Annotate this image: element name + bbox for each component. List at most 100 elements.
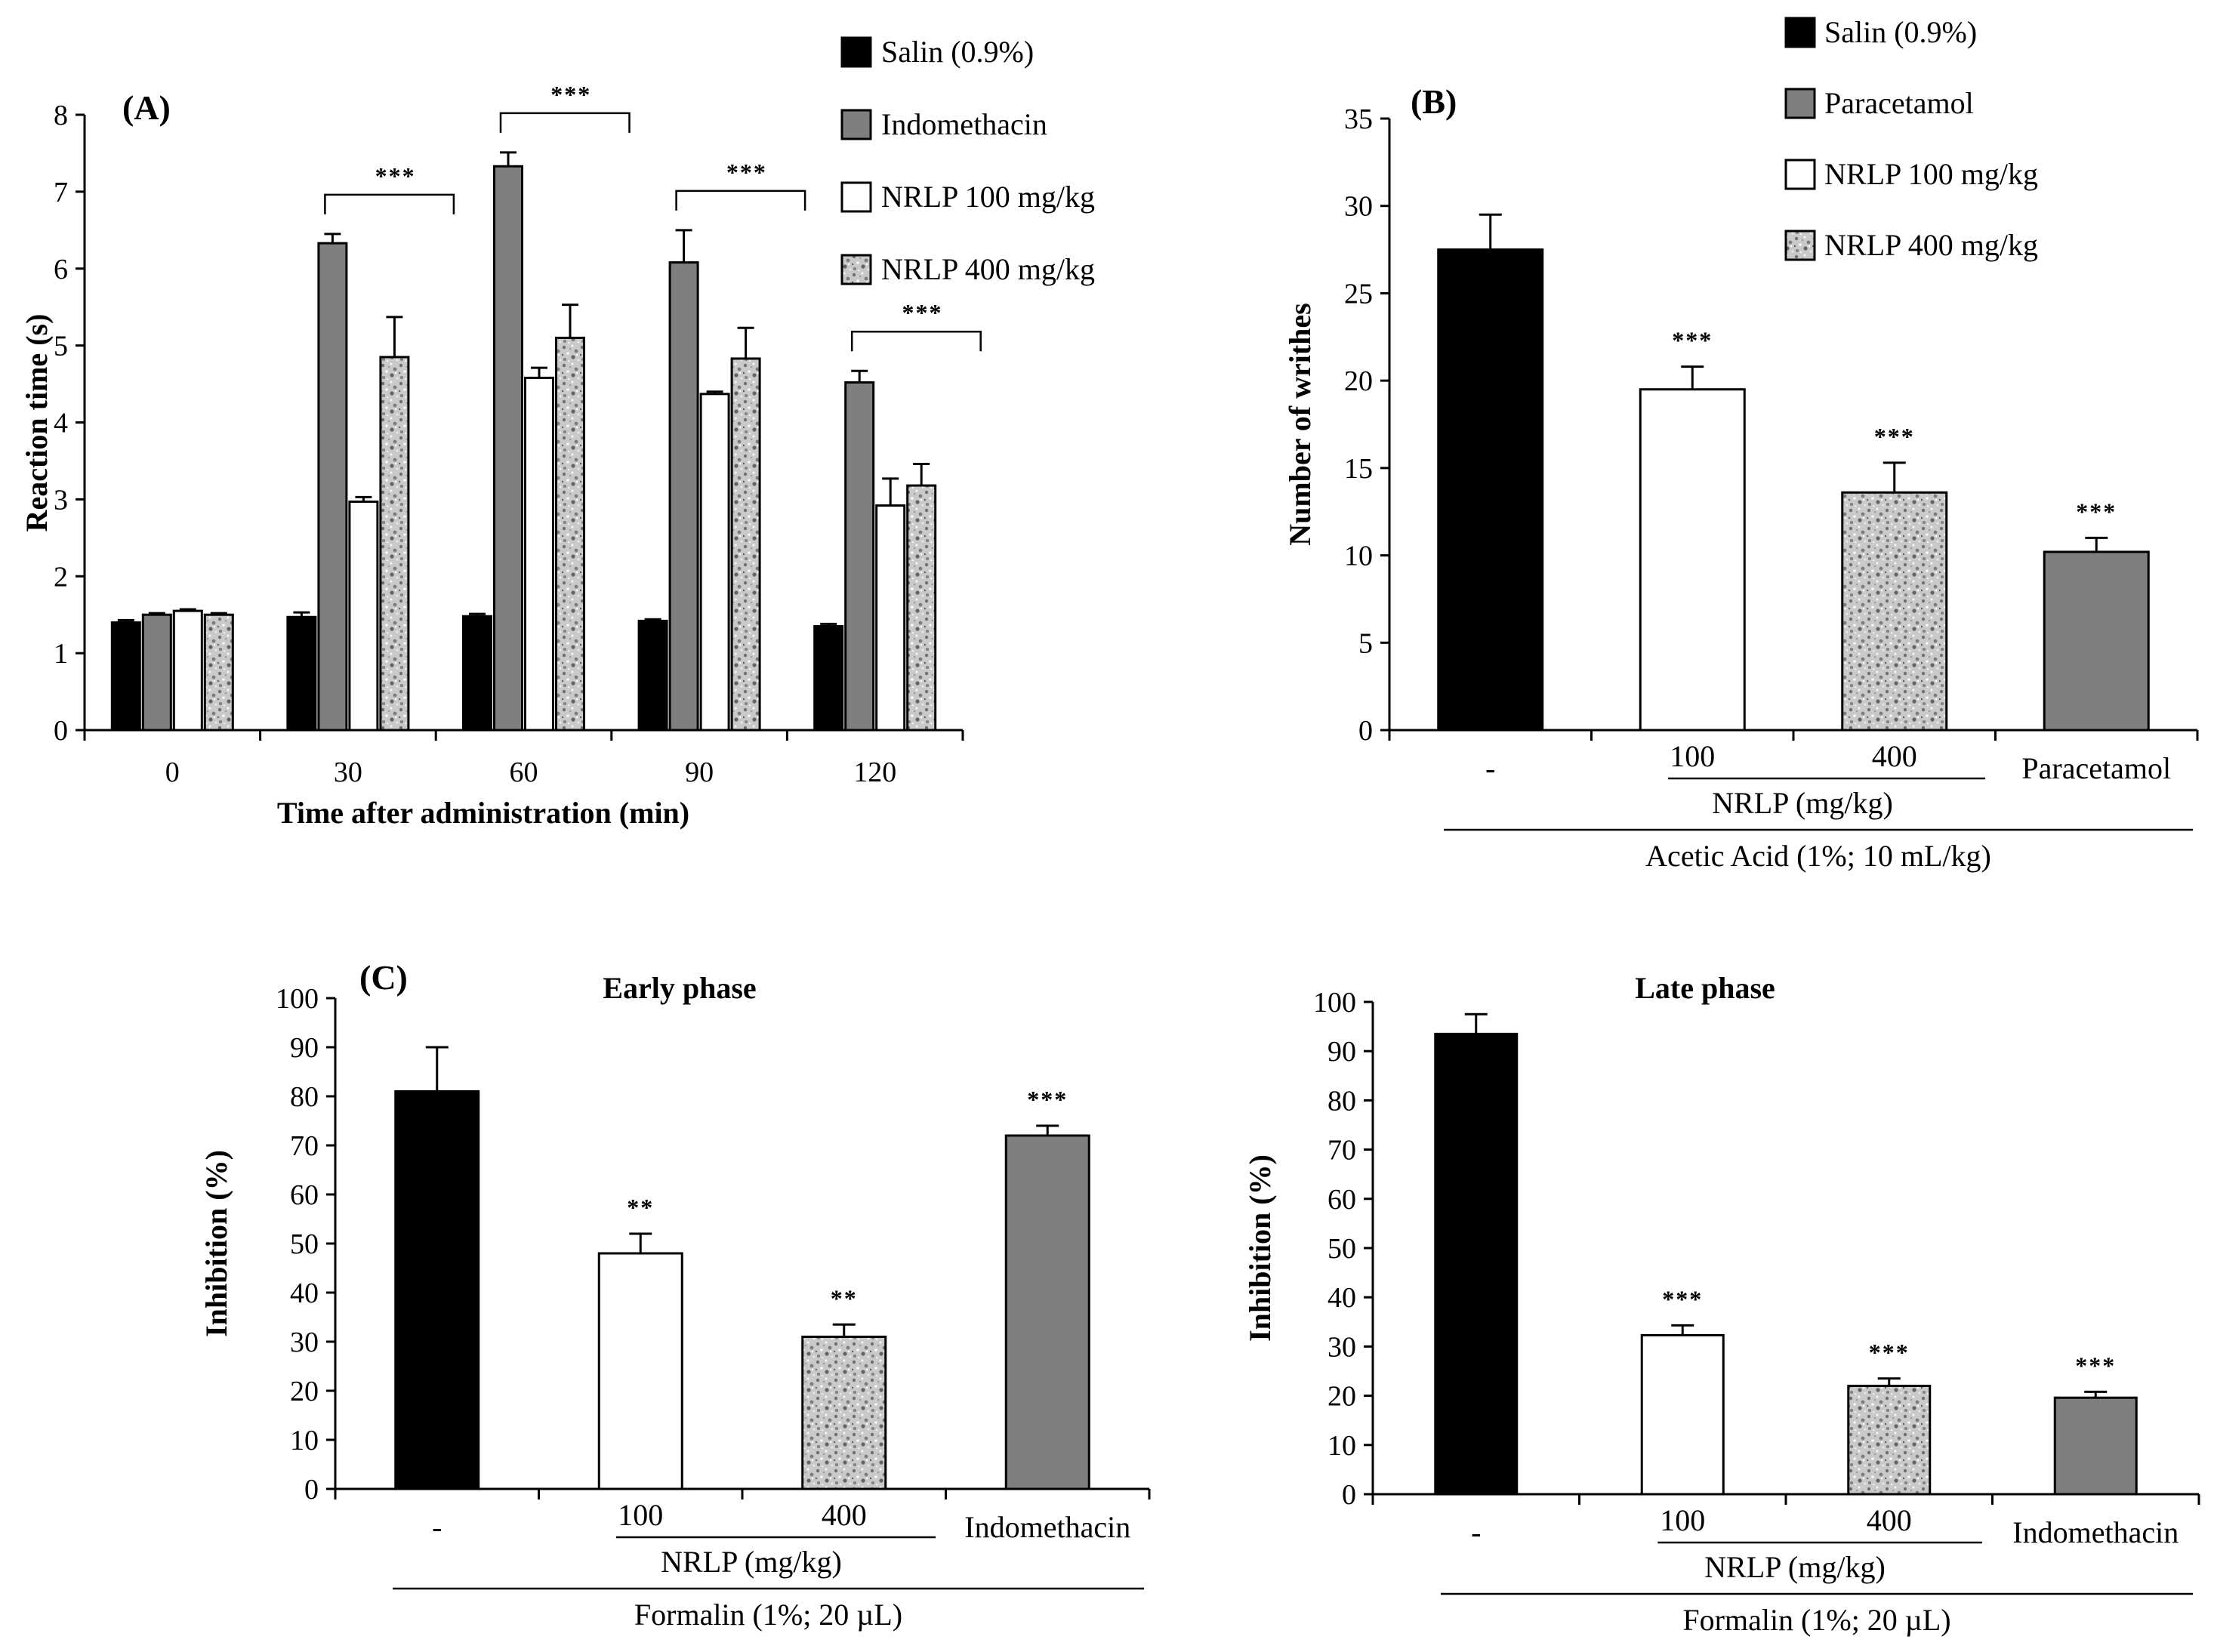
y-tick-label: 0: [54, 715, 68, 747]
bar: [699, 393, 730, 732]
significance-label: **: [627, 1194, 654, 1221]
significance-label: ***: [2075, 1351, 2116, 1379]
bar: [1639, 388, 1746, 732]
bar: [286, 615, 317, 732]
treatment-label: Formalin (1%; 20 µL): [634, 1598, 902, 1632]
legend-label: NRLP 100 mg/kg: [1824, 157, 2038, 191]
x-tick-label: 100: [1670, 739, 1715, 773]
significance-label: ***: [1672, 327, 1713, 354]
x-tick-label: 100: [1660, 1503, 1705, 1537]
y-tick-label: 5: [54, 331, 68, 362]
x-tick-label: 400: [1867, 1503, 1912, 1537]
legend-swatch: [1784, 159, 1816, 190]
y-tick-label: 7: [54, 177, 68, 208]
legend-label: Indomethacin: [881, 107, 1047, 141]
legend-label: Salin (0.9%): [881, 35, 1034, 69]
y-tick-label: 25: [1344, 278, 1373, 310]
legend-swatch: [1784, 88, 1816, 119]
bar: [555, 336, 585, 732]
bar: [462, 615, 492, 732]
y-tick-label: 40: [1327, 1282, 1356, 1314]
significance-label: ***: [1662, 1285, 1703, 1312]
legend-swatch: [840, 109, 872, 140]
bar: [1434, 1032, 1519, 1496]
legend-label: Salin (0.9%): [1824, 15, 1977, 49]
y-tick-label: 80: [290, 1081, 319, 1113]
bar: [379, 356, 410, 732]
x-tick-label: 100: [618, 1498, 663, 1532]
panel-label: (B): [1411, 82, 1457, 121]
significance-label: **: [831, 1284, 858, 1311]
bar: [141, 613, 172, 732]
y-tick-label: 60: [290, 1179, 319, 1211]
bar: [1437, 248, 1544, 732]
bar: [348, 500, 379, 732]
y-tick-label: 30: [1327, 1331, 1356, 1363]
legend-swatch: [1784, 17, 1816, 48]
y-tick-label: 1: [54, 638, 68, 670]
bar: [110, 621, 141, 732]
chart-title: Late phase: [1635, 971, 1775, 1005]
significance-label: ***: [550, 81, 591, 108]
y-tick-label: 100: [276, 983, 319, 1015]
y-tick-label: 4: [54, 408, 68, 439]
legend-label: NRLP 100 mg/kg: [881, 180, 1095, 214]
y-tick-label: 0: [304, 1474, 319, 1506]
y-tick-label: 0: [1358, 715, 1373, 747]
y-axis-title: Reaction time (s): [20, 314, 54, 532]
x-tick-label: -: [1471, 1515, 1481, 1549]
panel-c-early-chart: 0 10 20 30 40 50 60 70 80 90 100 - ** 100 ** 400 *** Indo…: [199, 958, 1151, 1632]
significance-bracket: [499, 112, 631, 133]
y-tick-label: 40: [290, 1278, 319, 1309]
bar: [801, 1336, 887, 1490]
y-tick-label: 60: [1327, 1184, 1356, 1216]
y-tick-label: 30: [1344, 191, 1373, 223]
y-tick-label: 90: [1327, 1036, 1356, 1068]
y-tick-label: 10: [1327, 1430, 1356, 1462]
bar: [524, 376, 554, 732]
y-tick-label: 8: [54, 100, 68, 131]
significance-label: ***: [726, 159, 767, 186]
y-tick-label: 90: [290, 1032, 319, 1064]
y-tick-label: 70: [1327, 1135, 1356, 1167]
x-axis-title: Time after administration (min): [277, 796, 689, 830]
significance-label: ***: [1874, 423, 1915, 450]
bar: [637, 619, 668, 732]
y-axis-title: Number of writhes: [1283, 303, 1317, 545]
y-tick-label: 5: [1358, 627, 1373, 659]
bar: [813, 624, 844, 732]
y-tick-label: 35: [1344, 103, 1373, 135]
panel-label: (C): [359, 958, 408, 997]
bar: [203, 613, 234, 732]
panel-a-chart: 0 1 2 3 4 5 6 7 8 0 30 60 90 120 *** *** *** *** (A) Time a…: [20, 35, 1095, 830]
legend-label: NRLP 400 mg/kg: [1824, 228, 2038, 262]
x-tick-label: 60: [510, 757, 538, 788]
legend-swatch: [840, 36, 872, 68]
x-tick-label: 400: [822, 1498, 867, 1532]
significance-bracket: [850, 330, 982, 352]
group-label: NRLP (mg/kg): [1712, 786, 1893, 820]
bar: [875, 504, 906, 732]
x-tick-label: -: [1485, 751, 1495, 785]
y-tick-label: 0: [1342, 1479, 1356, 1511]
significance-label: ***: [2076, 498, 2117, 525]
bar: [172, 609, 203, 732]
x-tick-label: Indomethacin: [2012, 1515, 2179, 1549]
bar: [844, 381, 875, 732]
legend-label: NRLP 400 mg/kg: [881, 252, 1095, 286]
y-tick-label: 20: [1327, 1381, 1356, 1413]
y-tick-label: 3: [54, 484, 68, 516]
bar: [1004, 1134, 1090, 1490]
x-tick-label: 120: [853, 757, 896, 788]
significance-bracket: [675, 190, 806, 211]
bar: [1847, 1385, 1932, 1496]
y-tick-label: 70: [290, 1130, 319, 1162]
bar: [597, 1252, 683, 1490]
x-tick-label: 30: [334, 757, 362, 788]
x-tick-label: 0: [165, 757, 180, 788]
bar: [906, 484, 937, 732]
x-tick-label: 90: [685, 757, 714, 788]
group-label: NRLP (mg/kg): [1704, 1550, 1886, 1584]
y-tick-label: 6: [54, 254, 68, 285]
